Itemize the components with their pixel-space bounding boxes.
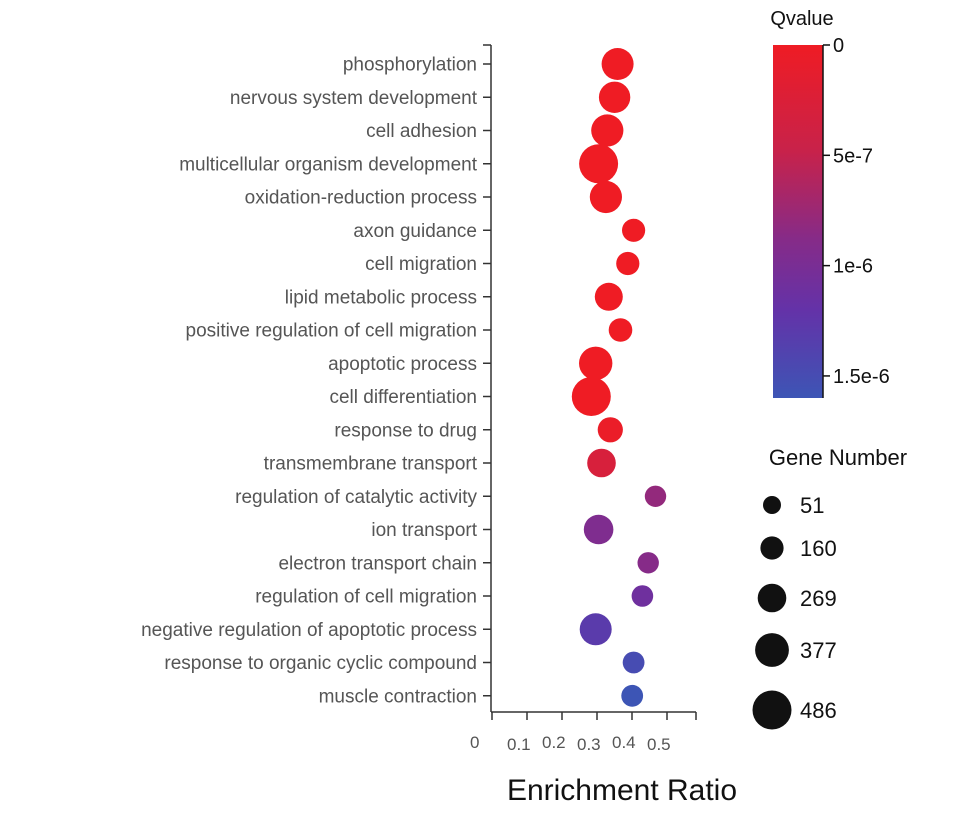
- y-tick-label: regulation of catalytic activity: [235, 487, 477, 508]
- x-tick-label: 0.4: [612, 733, 636, 752]
- colorbar-tick-label: 1e-6: [833, 256, 873, 278]
- data-point: [594, 282, 623, 311]
- data-point: [644, 485, 667, 507]
- data-point: [631, 585, 654, 607]
- y-tick-label: cell migration: [365, 254, 477, 275]
- colorbar-tick-label: 1.5e-6: [833, 366, 890, 388]
- y-tick-label: oxidation-reduction process: [245, 188, 477, 209]
- y-tick-label: transmembrane transport: [264, 454, 478, 475]
- data-point: [616, 251, 640, 276]
- y-tick-label: axon guidance: [353, 221, 477, 242]
- y-tick-label: regulation of cell migration: [255, 587, 477, 608]
- y-tick-label: positive regulation of cell migration: [186, 321, 478, 342]
- size-legend-label: 51: [800, 493, 824, 518]
- data-point: [608, 318, 633, 342]
- colorbar-gradient: [773, 45, 823, 398]
- y-axis: phosphorylation nervous system developmen…: [141, 44, 492, 712]
- gene-number-legend: Gene Number 51 160 269 377 486: [752, 445, 907, 730]
- x-tick-label: 0.2: [542, 733, 566, 752]
- y-tick-label: response to organic cyclic compound: [164, 653, 477, 674]
- x-axis-label: Enrichment Ratio: [507, 774, 737, 807]
- x-tick-label: 0.3: [577, 735, 601, 754]
- data-point: [622, 651, 645, 674]
- data-point: [601, 48, 634, 80]
- y-tick-label: ion transport: [371, 520, 477, 541]
- y-tick-label: lipid metabolic process: [285, 287, 477, 308]
- y-tick-label: apoptotic process: [328, 354, 477, 375]
- data-point: [637, 552, 659, 574]
- colorbar-tick-label: 0: [833, 35, 844, 57]
- data-point: [621, 684, 644, 707]
- data-point: [583, 514, 614, 545]
- data-point: [571, 377, 611, 416]
- size-legend-label: 160: [800, 536, 837, 561]
- x-axis: 0 0.1 0.2 0.3 0.4 0.5: [470, 711, 697, 754]
- size-legend-circle: [755, 633, 789, 667]
- colorbar-title: Qvalue: [770, 8, 833, 30]
- size-legend-circle: [752, 690, 792, 730]
- x-tick-label: 0.5: [647, 735, 671, 754]
- data-point: [597, 417, 623, 443]
- size-legend-title: Gene Number: [769, 445, 907, 470]
- y-tick-label: negative regulation of apoptotic process: [141, 620, 477, 641]
- data-point: [587, 448, 616, 478]
- y-tick-label: nervous system development: [230, 88, 478, 109]
- size-legend-label: 269: [800, 586, 837, 611]
- data-point: [579, 346, 613, 380]
- size-legend-label: 486: [800, 698, 837, 723]
- x-tick-label: 0.1: [507, 735, 531, 754]
- data-points: [571, 48, 667, 707]
- colorbar-tick-label: 5e-7: [833, 145, 873, 167]
- y-tick-label: electron transport chain: [278, 553, 477, 574]
- size-legend-circle: [763, 496, 781, 514]
- size-legend-label: 377: [800, 638, 837, 663]
- y-tick-label: cell differentiation: [329, 387, 477, 408]
- data-point: [589, 180, 623, 214]
- x-tick-label: 0: [470, 733, 479, 752]
- size-legend-circle: [760, 536, 784, 560]
- y-tick-label: phosphorylation: [343, 55, 477, 76]
- y-tick-label: response to drug: [334, 420, 477, 441]
- size-legend-circle: [757, 583, 787, 613]
- data-point: [598, 81, 631, 114]
- qvalue-colorbar: Qvalue 0 5e-7 1e-6 1.5e-6: [770, 8, 890, 398]
- y-tick-label: muscle contraction: [319, 686, 477, 707]
- data-point: [579, 144, 619, 184]
- data-point: [622, 218, 646, 242]
- data-point: [579, 613, 612, 646]
- y-tick-label: multicellular organism development: [179, 154, 478, 175]
- data-point: [591, 114, 624, 147]
- y-tick-label: cell adhesion: [366, 121, 477, 142]
